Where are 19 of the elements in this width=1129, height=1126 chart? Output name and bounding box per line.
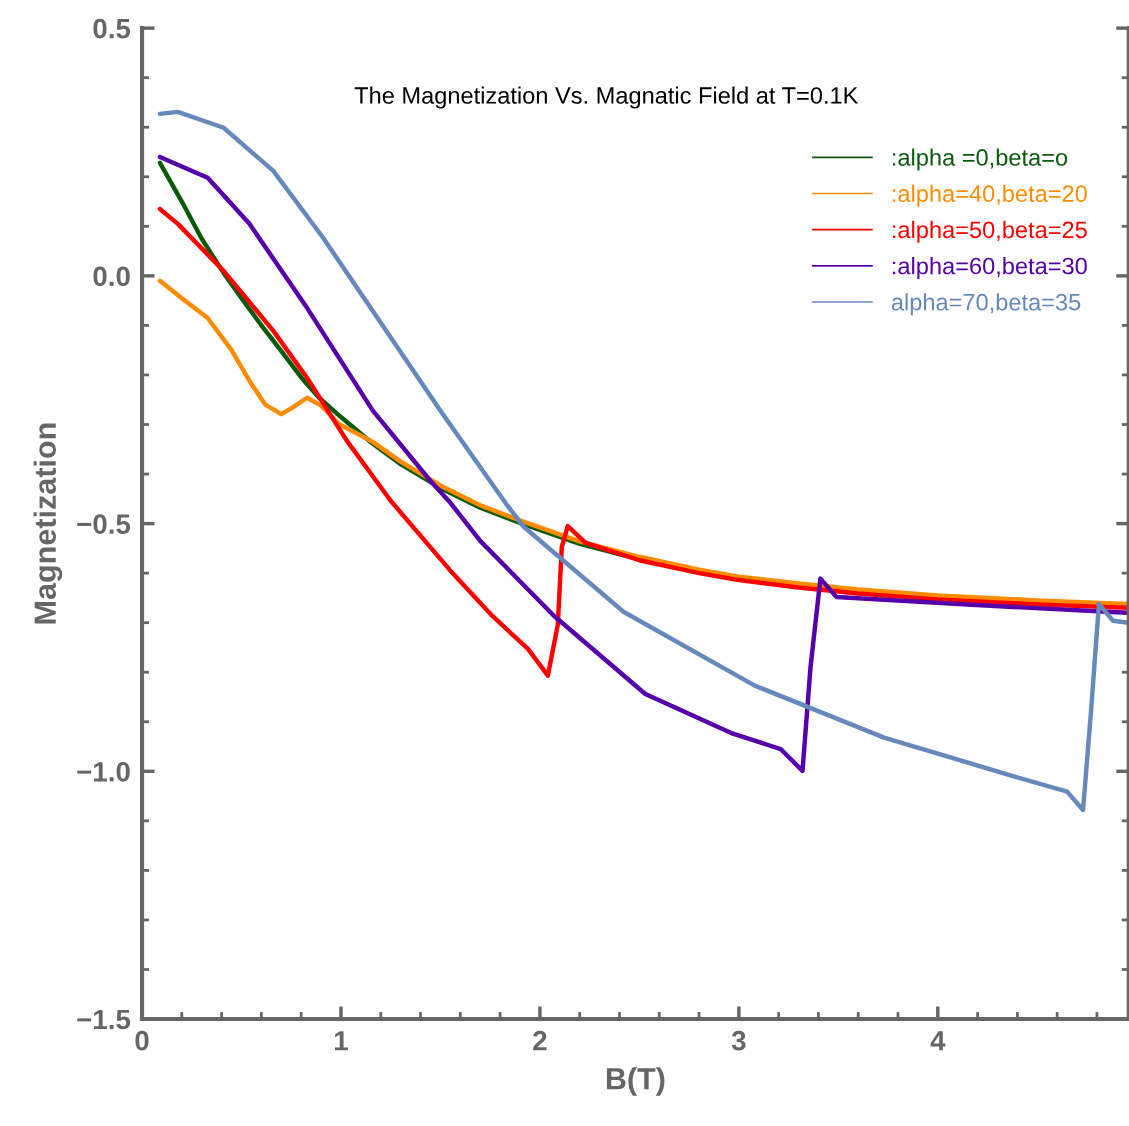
y-tick-label: −1.0 — [77, 761, 130, 782]
text: The Magnetization Vs. Magnatic Field at T=0.1K — [354, 86, 859, 109]
y-tick-label: −1.5 — [77, 1009, 131, 1030]
legend-label: :alpha=50,beta=25 — [893, 220, 1087, 243]
x-tick-label: 2 — [533, 1030, 547, 1051]
x-tick-label: 4 — [930, 1031, 946, 1051]
x-tick-label: 1 — [334, 1031, 348, 1051]
y-axis-title: Magnetization — [33, 423, 63, 624]
x-tick-label: 3 — [731, 1030, 746, 1051]
x-tick-label: 0 — [135, 1030, 149, 1051]
legend-label: :alpha =0,beta=o — [893, 148, 1068, 171]
line-series — [157, 206, 1129, 678]
x-axis-title: B(T) — [606, 1067, 665, 1096]
legend-label: :alpha=40,beta=20 — [893, 184, 1087, 207]
y-tick-label: −0.5 — [77, 514, 131, 534]
y-tick-label: 0.0 — [93, 266, 130, 287]
legend-label: alpha=70,beta=35 — [891, 293, 1081, 316]
legend-label: :alpha=60,beta=30 — [893, 257, 1087, 280]
y-tick-label: 0.5 — [93, 18, 131, 39]
